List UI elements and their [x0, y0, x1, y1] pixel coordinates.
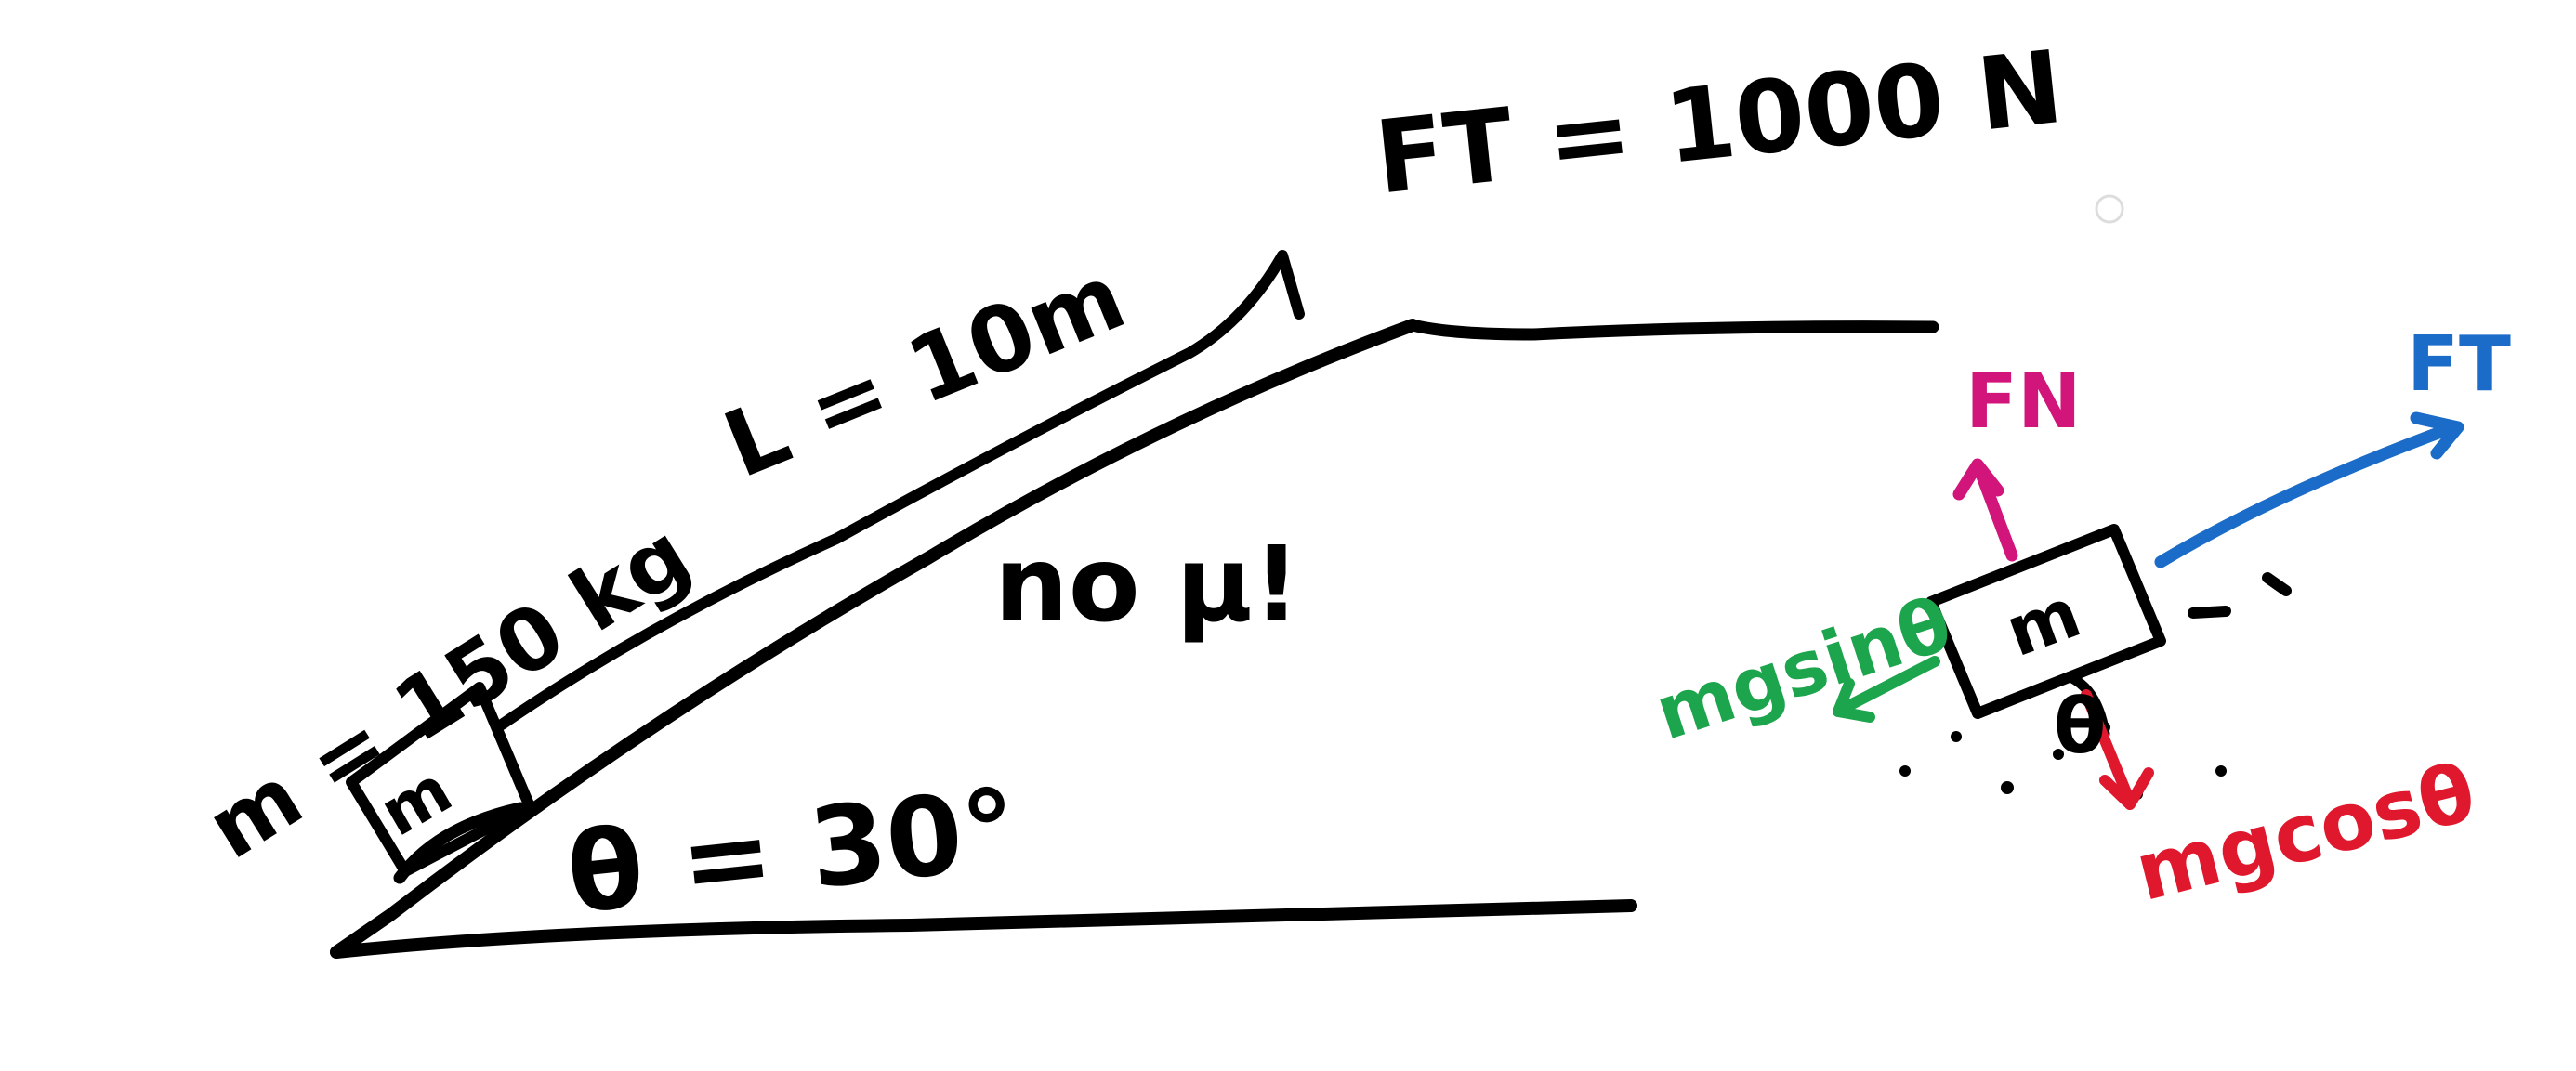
- angle-label: θ = 30°: [561, 764, 1023, 938]
- angle-arc: [393, 802, 527, 884]
- plateau-line: [1406, 319, 1939, 341]
- incline-group: [330, 250, 1939, 959]
- tension-label: FT = 1000 N: [1371, 30, 2069, 217]
- incline-surface: [330, 319, 1419, 959]
- perpendicular-component-arrow: [2081, 689, 2154, 810]
- fbd-angle-label: θ: [2054, 683, 2106, 771]
- perpendicular-component-label: mgcosθ: [2127, 746, 2485, 920]
- fbd-block: [1925, 524, 2166, 719]
- ground-line: [330, 899, 1637, 959]
- normal-force-arrow: [1952, 458, 2018, 562]
- length-label: L = 10m: [710, 244, 1138, 500]
- parallel-component-arrow: [1833, 656, 1940, 723]
- fbd-block-label: m: [1996, 573, 2091, 673]
- no-friction-label: no μ!: [994, 525, 1300, 646]
- tension-force-label: FT: [2407, 320, 2511, 409]
- normal-force-label: FN: [1965, 358, 2082, 446]
- tension-force-arrow: [2154, 411, 2464, 568]
- free-body-diagram: [1833, 411, 2464, 810]
- rope-line: [496, 250, 1305, 730]
- cursor-dot-icon: [2095, 194, 2124, 224]
- horizontal-dash: [2188, 572, 2292, 619]
- incline-block: [346, 682, 535, 877]
- parallel-component-label: mgsinθ: [1646, 581, 1962, 757]
